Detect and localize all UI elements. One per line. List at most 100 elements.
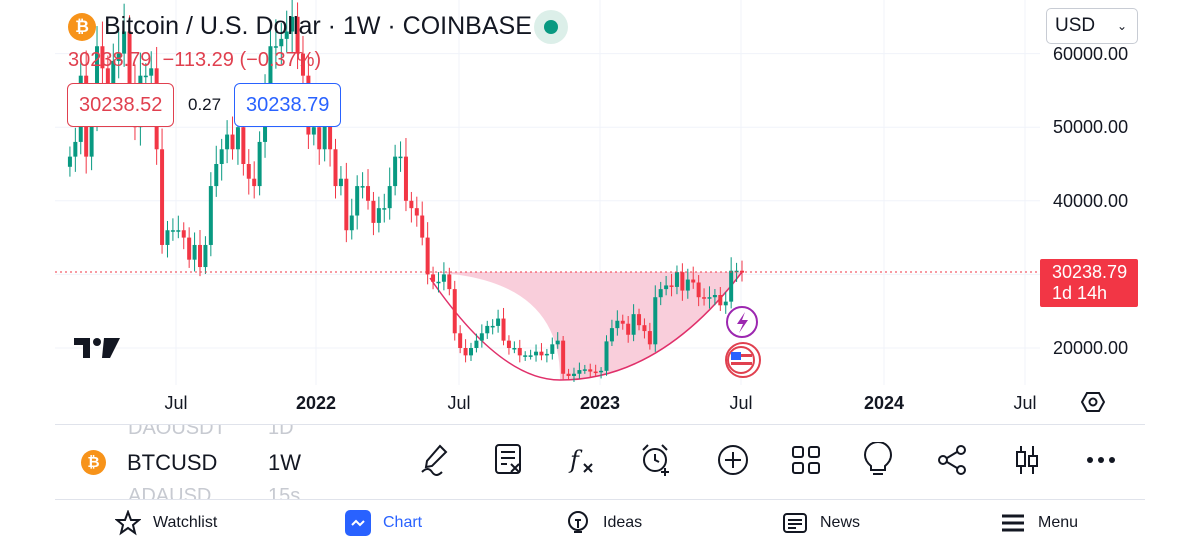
- nav-menu[interactable]: Menu: [1000, 510, 1078, 536]
- candle: [208, 172, 213, 257]
- candle: [333, 138, 338, 199]
- us-economic-event-icon[interactable]: [725, 342, 761, 378]
- sell-button[interactable]: 30238.52: [67, 83, 175, 127]
- candle: [149, 51, 154, 89]
- draw-pencil-button[interactable]: [418, 442, 454, 478]
- candle-body: [729, 270, 734, 302]
- candle-body: [506, 340, 511, 348]
- nav-news[interactable]: News: [782, 510, 860, 536]
- y-label: 60000.00: [1053, 44, 1129, 64]
- candle: [355, 175, 360, 230]
- candles-button[interactable]: [1009, 442, 1045, 478]
- candle: [479, 324, 484, 348]
- candle-body: [479, 333, 484, 341]
- price-chart[interactable]: [0, 0, 1200, 420]
- change-percent: (−0.37%): [239, 49, 322, 71]
- candle-body: [691, 279, 696, 283]
- candle: [414, 196, 419, 227]
- candle-body: [469, 348, 473, 356]
- candle: [555, 332, 560, 349]
- fx-indicators-button[interactable]: f: [564, 442, 600, 478]
- alarm-plus-button[interactable]: [639, 442, 675, 478]
- nav-watchlist[interactable]: Watchlist: [115, 510, 217, 536]
- candle-body: [734, 270, 739, 273]
- candle: [257, 131, 262, 196]
- candle: [425, 222, 430, 285]
- candle-body: [702, 297, 707, 299]
- candle-body: [203, 244, 208, 268]
- chart-settings-icon[interactable]: [1080, 391, 1106, 418]
- x-label: Jul: [164, 393, 188, 413]
- layout-grid-button[interactable]: [788, 442, 824, 478]
- candle: [67, 146, 72, 177]
- flash-event-icon[interactable]: [726, 306, 758, 338]
- current-symbol[interactable]: BTCUSD: [127, 450, 218, 475]
- candle-body: [403, 156, 408, 201]
- next-timeframe: 15s: [268, 485, 301, 500]
- candle-body: [181, 230, 186, 238]
- more-button[interactable]: [1083, 442, 1119, 478]
- candle: [642, 318, 647, 339]
- candle-body: [588, 369, 593, 372]
- symbol-picker[interactable]: DAOUSDT 1D ₿ BTCUSD 1W ADAUSD 15s: [55, 424, 1145, 500]
- candle-body: [322, 119, 327, 150]
- candle-body: [712, 295, 717, 298]
- idea-bulb-button[interactable]: [860, 442, 896, 478]
- candle: [691, 266, 696, 289]
- buy-button[interactable]: 30238.79: [234, 83, 342, 127]
- share-button[interactable]: [935, 442, 971, 478]
- candle: [371, 191, 376, 236]
- next-symbol[interactable]: ADAUSD: [128, 485, 212, 500]
- candle: [279, 22, 284, 65]
- candle: [501, 307, 506, 346]
- prev-symbol[interactable]: DAOUSDT: [128, 424, 226, 439]
- candle: [664, 276, 669, 296]
- candle: [230, 116, 235, 160]
- candle: [523, 351, 528, 361]
- plus-circle-button[interactable]: [715, 442, 751, 478]
- price-tag-value: 30238.79: [1052, 262, 1128, 282]
- candle: [723, 291, 728, 314]
- nav-ideas[interactable]: Ideas: [565, 510, 642, 536]
- nav-chart[interactable]: Chart: [345, 510, 422, 536]
- candle-body: [452, 289, 457, 334]
- candle: [674, 265, 679, 295]
- change-value: −113.29: [162, 49, 234, 71]
- market-status-icon[interactable]: [534, 10, 568, 44]
- symbol-header[interactable]: ₿ Bitcoin / U.S. Dollar · 1W · COINBASE: [68, 12, 532, 41]
- current-timeframe[interactable]: 1W: [268, 450, 301, 475]
- bitcoin-icon: ₿: [81, 450, 106, 475]
- chart-title: Bitcoin / U.S. Dollar · 1W · COINBASE: [104, 12, 532, 40]
- x-label: Jul: [447, 393, 471, 413]
- candle: [382, 193, 387, 223]
- candle: [176, 215, 181, 239]
- candle: [447, 267, 452, 296]
- nav-label: Chart: [383, 514, 423, 531]
- candle-body: [279, 38, 284, 47]
- candle-body: [447, 274, 452, 290]
- candle-body: [414, 208, 419, 216]
- candle-body: [566, 373, 571, 376]
- candle: [458, 325, 463, 354]
- candle-body: [176, 230, 181, 232]
- candle-body: [317, 127, 322, 150]
- candle-body: [674, 272, 679, 287]
- candle-body: [366, 186, 371, 201]
- currency-select[interactable]: USD ⌄: [1046, 8, 1138, 44]
- candle: [116, 31, 121, 79]
- y-label: 50000.00: [1053, 117, 1129, 137]
- candle: [393, 144, 398, 196]
- remove-indicators-button[interactable]: [492, 442, 528, 478]
- bar-countdown: 1d 14h: [1052, 283, 1108, 303]
- draw-pencil-icon: [421, 444, 448, 476]
- candle: [284, 10, 289, 53]
- candle-body: [523, 355, 528, 357]
- candle: [252, 161, 257, 199]
- candle-body: [436, 281, 441, 284]
- candle-body: [73, 141, 78, 157]
- candle-body: [252, 178, 257, 187]
- candle-body: [496, 318, 501, 326]
- candle: [539, 343, 544, 361]
- candle: [609, 319, 614, 346]
- candle: [550, 337, 555, 360]
